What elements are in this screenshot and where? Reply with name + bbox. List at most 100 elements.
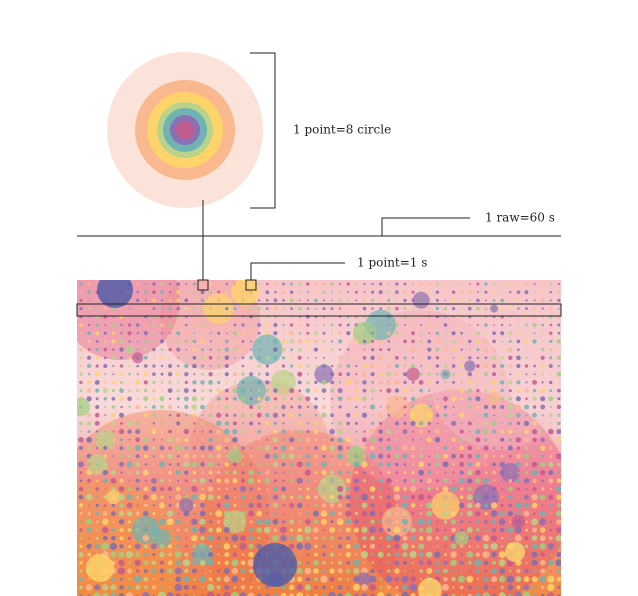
dot xyxy=(379,348,383,352)
dot xyxy=(396,340,398,343)
dot xyxy=(135,404,140,410)
dot xyxy=(361,592,368,596)
dot xyxy=(79,388,83,393)
dot xyxy=(119,438,124,442)
dot xyxy=(420,324,423,326)
dot xyxy=(412,463,415,466)
dot xyxy=(506,575,514,583)
dot xyxy=(411,495,416,500)
dot xyxy=(435,462,440,467)
dot xyxy=(557,307,560,310)
dot xyxy=(80,414,82,417)
dot xyxy=(385,502,392,509)
dot xyxy=(290,381,293,384)
dot xyxy=(250,332,253,335)
dot xyxy=(555,485,561,493)
dot xyxy=(524,323,529,327)
dot xyxy=(371,307,374,310)
dot xyxy=(387,298,391,302)
dot xyxy=(451,437,456,442)
dot xyxy=(103,347,108,352)
dot xyxy=(151,486,157,492)
dot xyxy=(168,380,173,385)
dot xyxy=(128,307,131,310)
dot xyxy=(459,560,464,565)
dot xyxy=(200,404,205,410)
dot xyxy=(337,485,344,493)
dot xyxy=(403,356,407,360)
dot xyxy=(556,503,561,508)
dot xyxy=(151,445,156,451)
dot xyxy=(492,454,496,458)
dot xyxy=(241,306,245,311)
dot xyxy=(95,388,100,393)
dot xyxy=(192,470,197,475)
dot xyxy=(256,510,263,517)
dot xyxy=(223,527,230,533)
dot xyxy=(394,421,399,426)
dot xyxy=(347,307,350,310)
dot xyxy=(346,331,351,336)
dot xyxy=(420,365,423,367)
dot xyxy=(516,355,521,361)
dot xyxy=(363,544,366,548)
dot xyxy=(468,585,472,590)
dot xyxy=(102,388,108,393)
dot xyxy=(322,282,326,286)
dot xyxy=(361,510,368,517)
dot xyxy=(298,471,301,474)
dot xyxy=(184,552,189,557)
dot xyxy=(208,552,214,558)
dot xyxy=(329,527,335,533)
dot xyxy=(322,585,326,590)
dot xyxy=(347,586,350,589)
dot xyxy=(460,422,463,425)
dot xyxy=(184,356,188,360)
dot xyxy=(191,396,197,402)
dot xyxy=(556,576,561,582)
dot xyxy=(128,373,131,376)
dot xyxy=(112,348,115,351)
dot xyxy=(444,471,447,474)
dot xyxy=(555,559,561,567)
dot xyxy=(199,576,206,583)
dot xyxy=(460,331,464,335)
dot xyxy=(541,429,545,434)
dot xyxy=(313,429,319,434)
dot xyxy=(403,380,407,385)
dot xyxy=(402,388,408,393)
dot xyxy=(306,364,310,368)
dot xyxy=(452,463,455,466)
dot xyxy=(241,577,245,581)
dot xyxy=(516,478,521,483)
dot xyxy=(226,332,228,335)
dot xyxy=(298,307,302,311)
dot xyxy=(345,510,352,517)
dot xyxy=(525,488,528,490)
dot xyxy=(458,575,466,583)
dot xyxy=(533,332,536,335)
dot xyxy=(476,381,479,384)
dot xyxy=(403,421,407,425)
dot xyxy=(541,479,544,482)
dot xyxy=(443,520,448,524)
dot xyxy=(442,593,449,596)
dot xyxy=(548,461,554,467)
dot xyxy=(126,592,134,596)
dot xyxy=(377,551,384,558)
dot xyxy=(476,298,480,303)
dot xyxy=(363,455,366,458)
dot xyxy=(412,569,415,573)
dot xyxy=(184,479,188,483)
dot xyxy=(87,478,91,483)
dot xyxy=(136,373,139,376)
dot xyxy=(306,561,310,565)
dot xyxy=(102,478,108,484)
dot xyxy=(361,412,368,418)
dot xyxy=(257,389,261,392)
dot xyxy=(395,290,399,295)
big-dot xyxy=(418,578,442,596)
big-dot xyxy=(227,449,243,464)
dot xyxy=(176,347,181,352)
